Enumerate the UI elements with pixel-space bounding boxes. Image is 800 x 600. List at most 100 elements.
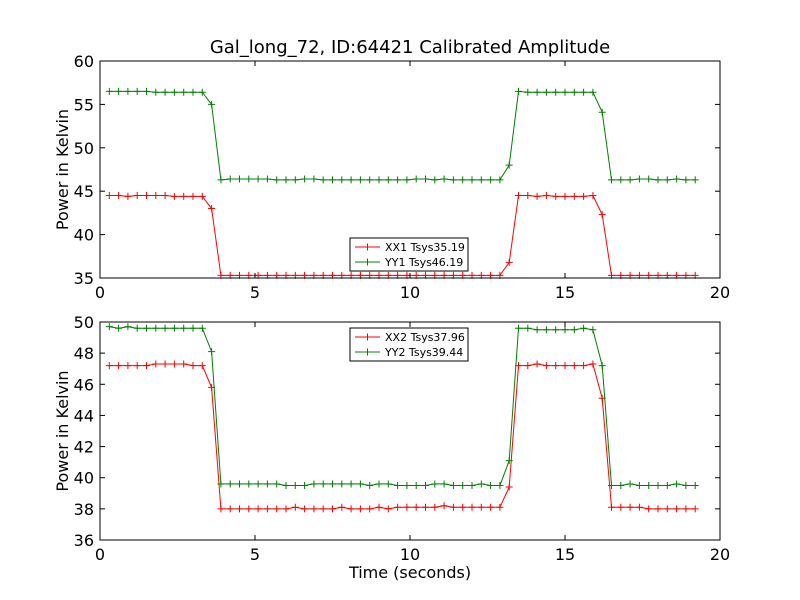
x-tick-label: 5 <box>250 283 260 302</box>
chart-title: Gal_long_72, ID:64421 Calibrated Amplitu… <box>210 37 610 58</box>
data-point <box>505 457 513 465</box>
data-point <box>273 480 281 488</box>
data-point <box>180 88 188 96</box>
data-point <box>384 176 392 184</box>
data-point <box>189 324 197 332</box>
data-point <box>189 362 197 370</box>
data-point <box>319 480 327 488</box>
series-yy1 <box>105 87 699 184</box>
data-point <box>115 362 123 370</box>
data-point <box>226 505 234 513</box>
data-point <box>663 482 671 489</box>
data-point <box>570 192 578 200</box>
data-point <box>589 360 597 368</box>
data-point <box>598 211 606 219</box>
data-point <box>617 176 625 184</box>
data-point <box>208 348 216 356</box>
data-point <box>542 362 550 370</box>
data-point <box>626 503 634 511</box>
data-point <box>143 324 150 332</box>
data-point <box>440 480 448 488</box>
data-point <box>180 360 188 368</box>
data-point <box>180 324 188 332</box>
data-point <box>115 324 123 332</box>
data-point <box>580 88 588 96</box>
data-point <box>226 480 234 488</box>
data-point <box>310 175 318 183</box>
subplot-1: 0 5 10 15 20 35 40 45 50 55 60 Power in Kelvin XX1 T… <box>53 52 730 302</box>
y-tick-label: 36 <box>74 531 94 550</box>
data-point <box>663 505 671 513</box>
data-point <box>366 505 374 513</box>
data-point <box>589 192 597 200</box>
data-point <box>198 192 206 200</box>
data-point <box>236 480 243 488</box>
data-point <box>515 192 522 200</box>
data-point <box>645 505 653 513</box>
x-tick-label: 0 <box>95 545 105 564</box>
y-tick-label: 55 <box>74 95 94 114</box>
data-point <box>505 258 513 266</box>
data-point <box>663 176 671 184</box>
y-tick-label: 42 <box>74 438 94 457</box>
data-point <box>394 482 402 489</box>
data-point <box>115 87 123 95</box>
data-point <box>273 505 281 513</box>
series-line <box>109 326 696 487</box>
data-point <box>552 362 560 370</box>
data-point <box>487 503 495 511</box>
y-tick-label: 45 <box>74 182 94 201</box>
data-point <box>524 324 532 332</box>
data-point <box>682 482 690 489</box>
data-point <box>189 88 197 96</box>
data-point <box>347 176 355 184</box>
data-point <box>394 176 402 184</box>
data-point <box>561 192 569 200</box>
y-tick-label: 60 <box>74 52 94 71</box>
y-tick-label: 40 <box>74 469 94 488</box>
data-point <box>561 88 569 96</box>
data-point <box>152 192 160 200</box>
data-point <box>356 480 364 488</box>
data-point <box>570 362 578 370</box>
data-point <box>533 326 541 334</box>
data-point <box>542 88 550 96</box>
y-axis-label: Power in Kelvin <box>53 370 72 491</box>
data-point <box>682 176 690 184</box>
data-point <box>170 192 178 200</box>
data-point <box>319 505 327 513</box>
data-point <box>477 176 485 184</box>
legend-box <box>349 237 469 272</box>
y-tick-label: 46 <box>74 375 94 394</box>
y-tick-label: 50 <box>74 139 94 158</box>
data-point <box>403 503 411 511</box>
data-point <box>682 505 690 513</box>
data-point <box>487 176 495 184</box>
data-point <box>329 505 336 513</box>
data-point <box>542 192 550 200</box>
series-yy2 <box>105 323 699 489</box>
x-tick-label: 10 <box>400 545 420 564</box>
data-point <box>329 480 336 488</box>
data-point <box>263 480 271 488</box>
data-point <box>431 176 439 184</box>
data-point <box>561 362 569 370</box>
data-point <box>608 482 615 489</box>
data-point <box>347 480 355 488</box>
data-point <box>654 482 662 489</box>
data-point <box>208 100 216 108</box>
data-point <box>449 482 457 489</box>
data-point <box>468 176 476 184</box>
data-point <box>524 88 532 96</box>
data-point <box>143 192 150 200</box>
data-point <box>301 175 309 183</box>
data-point <box>356 505 364 513</box>
data-point <box>431 480 439 488</box>
data-point <box>403 176 411 184</box>
data-point <box>161 192 169 200</box>
data-point <box>208 205 216 213</box>
data-point <box>477 480 485 488</box>
legend-label: YY2 Tsys39.44 <box>384 346 463 359</box>
data-point <box>245 480 253 488</box>
